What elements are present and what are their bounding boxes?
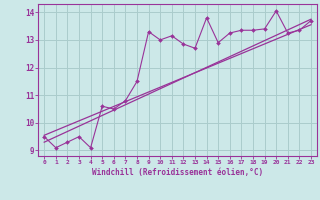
X-axis label: Windchill (Refroidissement éolien,°C): Windchill (Refroidissement éolien,°C) bbox=[92, 168, 263, 177]
